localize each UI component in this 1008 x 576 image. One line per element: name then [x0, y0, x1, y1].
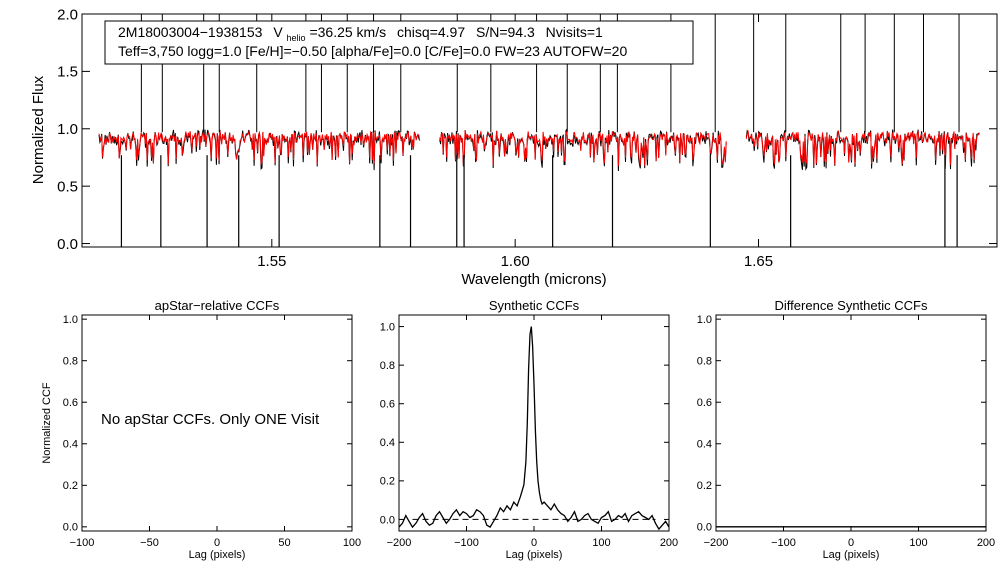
synthetic-ccf-ticks: −200 −100 0 100 200 0.0 0.2 0.4 0.6 0.8 1.0	[380, 315, 678, 549]
spectrum-frame	[81, 13, 998, 248]
model-spectrum-chip-3	[745, 129, 980, 167]
synthetic-ccf-x-tick-label: 100	[592, 537, 610, 549]
apstar-ccf-title: apStar−relative CCFs	[155, 298, 280, 313]
spectrum-panel: 1.55 1.60 1.65 0.0 0.5 1.0 1.5 2.0 2M18003004−1…	[30, 6, 998, 288]
apstar-ccf-ticks: −100 −50 0 50 100 0.0 0.2 0.4 0.6 0.8 1.0	[63, 314, 361, 549]
synthetic-ccf-x-tick-label: −200	[387, 537, 412, 549]
annotation-vhelio-value: =36.25 km/s	[309, 24, 386, 40]
apstar-ccf-note: No apStar CCFs. Only ONE Visit	[101, 411, 320, 428]
spectrum-ticks: 1.55 1.60 1.65 0.0 0.5 1.0 1.5 2.0	[57, 6, 997, 270]
difference-ccf-title: Difference Synthetic CCFs	[775, 298, 928, 313]
spectrum-y-tick-label: 0.0	[57, 236, 78, 253]
synthetic-ccf-title: Synthetic CCFs	[489, 298, 580, 313]
annotation-nvisits: Nvisits=1	[546, 24, 603, 40]
difference-ccf-x-tick-label: 200	[977, 537, 995, 549]
difference-ccf-y-tick-label: 0.2	[697, 480, 712, 492]
apstar-ccf-y-tick-label: 0.2	[63, 480, 78, 492]
synthetic-ccf-panel: −200 −100 0 100 200 0.0 0.2 0.4 0.6 0.8 1.0 Synthe…	[380, 298, 678, 561]
difference-ccf-x-tick-label: 0	[848, 537, 854, 549]
synthetic-ccf-y-tick-label: 0.0	[380, 514, 395, 526]
difference-ccf-x-tick-label: 100	[909, 537, 927, 549]
apstar-ccf-x-tick-label: 50	[278, 537, 290, 549]
spectrum-y-tick-label: 1.0	[57, 121, 78, 138]
difference-ccf-x-label: Lag (pixels)	[823, 549, 880, 561]
annotation-box	[104, 20, 694, 65]
difference-ccf-y-tick-label: 0.0	[697, 522, 712, 534]
apstar-ccf-x-tick-label: −50	[140, 537, 159, 549]
spectrum-x-tick-label: 1.55	[257, 253, 286, 270]
apstar-ccf-x-label: Lag (pixels)	[189, 549, 246, 561]
synthetic-ccf-line	[398, 326, 670, 531]
synthetic-ccf-y-tick-label: 0.2	[380, 476, 395, 488]
synthetic-ccf-x-tick-label: 0	[531, 537, 537, 549]
spectrum-y-tick-label: 2.0	[57, 6, 78, 23]
apstar-ccf-y-tick-label: 0.8	[63, 356, 78, 368]
annotation-sn: S/N=94.3	[476, 24, 535, 40]
spectrum-x-label: Wavelength (microns)	[461, 271, 606, 288]
synthetic-ccf-x-tick-label: −100	[454, 537, 479, 549]
apstar-ccf-x-tick-label: −100	[70, 537, 95, 549]
annotation-line1: 2M18003004−1938153 V helio =36.25 km/s c…	[118, 24, 603, 44]
spectrum-y-tick-label: 1.5	[57, 64, 78, 81]
spectrum-y-tick-label: 0.5	[57, 178, 78, 195]
difference-ccf-panel: −200 −100 0 100 200 0.0 0.2 0.4 0.6 0.8 1.0 Differ…	[697, 298, 995, 561]
synthetic-ccf-y-tick-label: 0.4	[380, 437, 395, 449]
annotation-vhelio-subscript: helio	[287, 33, 306, 43]
difference-ccf-ticks: −200 −100 0 100 200 0.0 0.2 0.4 0.6 0.8 1.0	[697, 314, 995, 549]
model-spectrum-chip-2	[439, 129, 727, 167]
model-spectrum-chip-1	[98, 130, 421, 165]
apstar-ccf-y-tick-label: 1.0	[63, 314, 78, 326]
synthetic-ccf-x-label: Lag (pixels)	[506, 549, 563, 561]
difference-ccf-x-tick-label: −200	[704, 537, 729, 549]
synthetic-ccf-y-tick-label: 0.8	[380, 360, 395, 372]
spectrum-annotation: 2M18003004−1938153 V helio =36.25 km/s c…	[104, 20, 694, 65]
synthetic-ccf-y-tick-label: 1.0	[380, 321, 395, 333]
apstar-ccf-y-tick-label: 0.4	[63, 439, 78, 451]
apstar-ccf-x-tick-label: 100	[343, 537, 361, 549]
difference-ccf-y-tick-label: 1.0	[697, 314, 712, 326]
spectrum-y-label: Normalized Flux	[30, 75, 47, 184]
spectrum-x-tick-label: 1.65	[744, 253, 773, 270]
difference-ccf-x-tick-label: −100	[771, 537, 796, 549]
annotation-line2: Teff=3,750 logg=1.0 [Fe/H]=−0.50 [alpha/…	[118, 43, 627, 59]
apstar-ccf-panel: −100 −50 0 50 100 0.0 0.2 0.4 0.6 0.8 1.0 apStar−r…	[41, 298, 361, 561]
difference-ccf-y-tick-label: 0.4	[697, 439, 712, 451]
difference-ccf-y-tick-label: 0.8	[697, 356, 712, 368]
apstar-ccf-y-tick-label: 0.0	[63, 522, 78, 534]
spectrum-x-tick-label: 1.60	[501, 253, 530, 270]
apstar-ccf-x-tick-label: 0	[214, 537, 220, 549]
difference-ccf-y-tick-label: 0.6	[697, 397, 712, 409]
annotation-star-id: 2M18003004−1938153	[118, 24, 263, 40]
synthetic-ccf-plot-area	[398, 326, 670, 531]
synthetic-ccf-x-tick-label: 200	[660, 537, 678, 549]
annotation-chisq: chisq=4.97	[397, 24, 465, 40]
annotation-vhelio-symbol: V	[273, 24, 283, 40]
synthetic-ccf-y-tick-label: 0.6	[380, 399, 395, 411]
apstar-ccf-y-tick-label: 0.6	[63, 397, 78, 409]
apstar-ccf-y-label: Normalized CCF	[41, 382, 53, 464]
